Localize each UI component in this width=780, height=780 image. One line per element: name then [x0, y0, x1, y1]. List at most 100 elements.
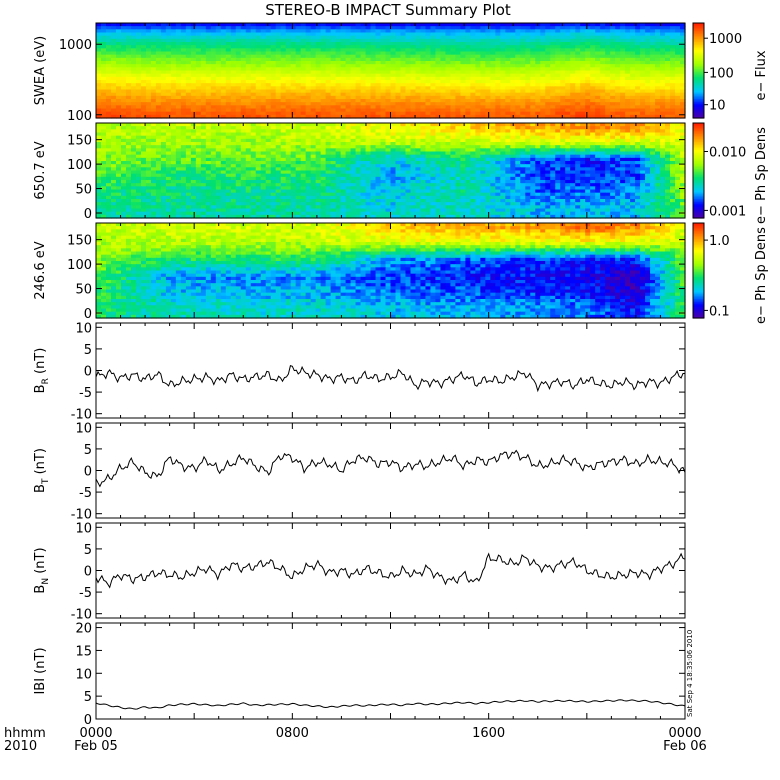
- spectrogram-cell: [135, 42, 142, 46]
- spectrogram-cell: [625, 142, 631, 146]
- spectrogram-cell: [680, 45, 686, 49]
- spectrogram-cell: [270, 142, 277, 146]
- spectrogram-cell: [345, 108, 352, 113]
- spectrogram-cell: [665, 123, 671, 127]
- spectrogram-cell: [565, 57, 571, 62]
- spectrogram-cell: [570, 35, 576, 40]
- spectrogram-cell: [240, 108, 247, 113]
- spectrogram-cell: [585, 138, 591, 143]
- spectrogram-cell: [530, 29, 536, 34]
- spectrogram-cell: [485, 51, 491, 56]
- spectrogram-cell: [240, 45, 247, 49]
- spectrogram-cell: [160, 142, 167, 146]
- spectrogram-cell: [610, 73, 616, 78]
- spectrogram-cell: [345, 99, 352, 103]
- spectrogram-cell: [625, 138, 631, 143]
- spectrogram-cell: [190, 132, 197, 137]
- spectrogram-cell: [600, 92, 606, 97]
- spectrogram-cell: [350, 48, 357, 53]
- spectrogram-cell: [585, 29, 591, 34]
- spectrogram-cell: [350, 108, 357, 113]
- spectrogram-cell: [415, 70, 422, 75]
- spectrogram-cell: [390, 64, 397, 68]
- spectrogram-cell: [385, 105, 392, 110]
- spectrogram-cell: [150, 102, 157, 106]
- spectrogram-cell: [160, 132, 167, 137]
- spectrogram-cell: [96, 80, 102, 84]
- spectrogram-cell: [190, 57, 197, 62]
- spectrogram-cell: [330, 73, 337, 78]
- spectrogram-cell: [190, 51, 197, 56]
- spectrogram-cell: [380, 83, 387, 87]
- spectrogram-cell: [295, 26, 302, 30]
- spectrogram-cell: [550, 35, 556, 40]
- spectrogram-cell: [515, 51, 521, 56]
- spectrogram-cell: [615, 86, 621, 91]
- spectrogram-cell: [480, 51, 486, 56]
- spectrogram-cell: [460, 142, 466, 146]
- spectrogram-cell: [650, 35, 656, 40]
- spectrogram-cell: [550, 89, 556, 94]
- spectrogram-cell: [240, 32, 247, 37]
- spectrogram-cell: [180, 126, 187, 130]
- spectrogram-cell: [360, 95, 367, 100]
- spectrogram-cell: [385, 148, 392, 153]
- spectrogram-cell: [125, 157, 132, 162]
- spectrogram-cell: [570, 86, 576, 91]
- spectrogram-cell: [420, 42, 427, 46]
- spectrogram-cell: [370, 157, 377, 162]
- spectrogram-cell: [380, 114, 387, 119]
- spectrogram-cell: [355, 102, 362, 106]
- spectrogram-cell: [295, 154, 302, 159]
- spectrogram-cell: [160, 73, 167, 78]
- spectrogram-cell: [570, 92, 576, 97]
- spectrogram-cell: [510, 35, 516, 40]
- spectrogram-cell: [325, 99, 332, 103]
- spectrogram-cell: [430, 35, 437, 40]
- spectrogram-cell: [470, 89, 476, 94]
- spectrogram-cell: [160, 83, 167, 87]
- spectrogram-cell: [200, 38, 207, 43]
- spectrogram-cell: [580, 76, 586, 81]
- spectrogram-cell: [595, 45, 601, 49]
- spectrogram-cell: [660, 73, 666, 78]
- spectrogram-cell: [435, 92, 442, 97]
- spectrogram-cell: [325, 45, 332, 49]
- spectrogram-cell: [135, 48, 142, 53]
- spectrogram-cell: [135, 111, 142, 116]
- spectrogram-cell: [250, 70, 257, 75]
- spectrogram-cell: [290, 157, 297, 162]
- spectrogram-cell: [235, 92, 242, 97]
- spectrogram-cell: [245, 138, 252, 143]
- spectrogram-cell: [425, 83, 432, 87]
- spectrogram-cell: [170, 148, 177, 153]
- spectrogram-cell: [580, 129, 586, 134]
- spectrogram-cell: [635, 54, 641, 59]
- spectrogram-cell: [415, 105, 422, 110]
- spectrogram-cell: [345, 61, 352, 65]
- spectrogram-cell: [525, 76, 531, 81]
- spectrogram-cell: [260, 129, 267, 134]
- spectrogram-cell: [375, 26, 382, 30]
- spectrogram-cell: [680, 70, 686, 75]
- spectrogram-cell: [230, 23, 237, 27]
- spectrogram-cell: [670, 54, 676, 59]
- spectrogram-cell: [600, 111, 606, 116]
- spectrogram-cell: [550, 138, 556, 143]
- spectrogram-cell: [515, 73, 521, 78]
- spectrogram-cell: [540, 70, 546, 75]
- spectrogram-cell: [675, 135, 681, 140]
- spectrogram-cell: [615, 57, 621, 62]
- spectrogram-cell: [500, 42, 506, 46]
- spectrogram-cell: [675, 105, 681, 110]
- spectrogram-cell: [160, 76, 167, 81]
- spectrogram-cell: [555, 38, 561, 43]
- spectrogram-cell: [160, 23, 167, 27]
- spectrogram-cell: [310, 83, 317, 87]
- spectrogram-cell: [160, 26, 167, 30]
- spectrogram-cell: [570, 145, 576, 149]
- spectrogram-cell: [375, 64, 382, 68]
- spectrogram-cell: [385, 135, 392, 140]
- spectrogram-cell: [525, 129, 531, 134]
